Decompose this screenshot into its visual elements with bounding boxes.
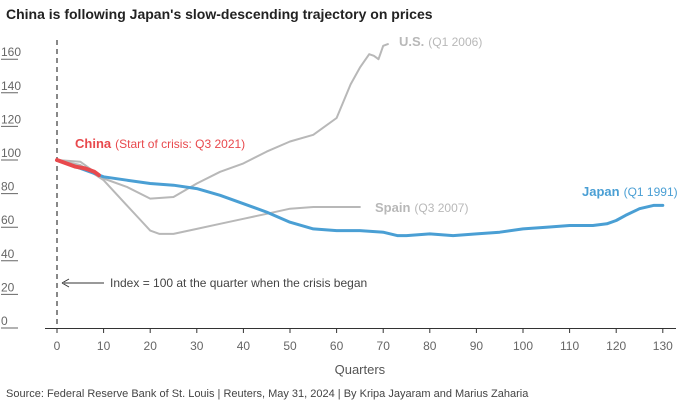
- x-axis-label: Quarters: [335, 362, 386, 377]
- y-tick-label: 0: [1, 314, 8, 328]
- y-tick-label: 80: [1, 180, 15, 194]
- series-line-china: [55, 158, 101, 178]
- x-tick-label: 20: [144, 339, 158, 353]
- series-line-japan: [55, 158, 665, 238]
- x-tick-label: 30: [190, 339, 204, 353]
- y-tick-label: 120: [1, 112, 21, 126]
- x-tick-label: 70: [377, 339, 391, 353]
- x-tick-label: 120: [606, 339, 626, 353]
- series-label-subtitle: (Q1 1991): [624, 185, 678, 199]
- annotation-arrow-head: [61, 278, 70, 288]
- series-label-name: Spain: [375, 200, 410, 215]
- series-label-spain: Spain (Q3 2007): [375, 200, 468, 215]
- series-label-name: China: [75, 136, 112, 151]
- x-tick-label: 110: [560, 339, 579, 353]
- x-tick-label: 0: [54, 339, 61, 353]
- series-line-spain: [56, 159, 361, 235]
- series-label-name: Japan: [582, 184, 620, 199]
- series-group: [55, 43, 665, 238]
- series-label-subtitle: (Q3 2007): [414, 201, 468, 215]
- x-tick-label: 100: [513, 339, 533, 353]
- x-tick-label: 80: [423, 339, 437, 353]
- annotation-text: Index = 100 at the quarter when the cris…: [110, 276, 367, 290]
- y-tick-label: 40: [1, 247, 15, 261]
- series-label-china: China (Start of crisis: Q3 2021): [75, 136, 245, 151]
- annotation: Index = 100 at the quarter when the cris…: [61, 276, 367, 290]
- x-tick-label: 50: [283, 339, 297, 353]
- x-tick-label: 90: [470, 339, 484, 353]
- source-note: Source: Federal Reserve Bank of St. Loui…: [6, 388, 529, 400]
- series-label-subtitle: (Q1 2006): [428, 35, 482, 49]
- y-tick-label: 140: [1, 79, 21, 93]
- x-tick-label: 130: [653, 339, 673, 353]
- series-labels: Japan (Q1 1991) China (Start of crisis: Q3 …: [75, 34, 678, 215]
- series-line-us: [56, 43, 389, 200]
- chart-title: China is following Japan's slow-descendi…: [6, 6, 433, 22]
- x-tick-label: 10: [97, 339, 111, 353]
- x-tick-label: 60: [330, 339, 344, 353]
- y-axis-ticks: 0 20 40 60 80 100 120 140 160: [1, 45, 21, 329]
- series-label-us: U.S. (Q1 2006): [399, 34, 482, 49]
- y-tick-label: 160: [1, 45, 21, 59]
- series-label-subtitle: (Start of crisis: Q3 2021): [115, 137, 245, 151]
- y-tick-label: 100: [1, 146, 21, 160]
- y-tick-label: 20: [1, 280, 15, 294]
- x-axis-ticks: 0 10 20 30 40 50 60 70 80 90 100 110 120 130: [54, 328, 673, 353]
- x-tick-label: 40: [237, 339, 251, 353]
- y-tick-label: 60: [1, 213, 15, 227]
- series-label-name: U.S.: [399, 34, 424, 49]
- series-label-japan: Japan (Q1 1991): [582, 184, 678, 199]
